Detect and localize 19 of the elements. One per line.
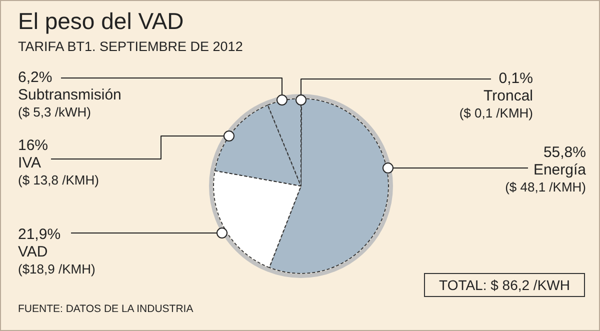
source-note: FUENTE: DATOS DE LA INDUSTRIA: [18, 303, 194, 315]
data-label: 6,2%: [18, 69, 52, 86]
data-label: 55,8%: [543, 144, 586, 162]
data-label: 0,1%: [498, 70, 533, 88]
chart-title: El peso del VAD: [18, 8, 184, 35]
text: ($ 0,1 /KMH): [459, 106, 533, 121]
slice-label: IVA: [18, 154, 42, 172]
slice-label: VAD: [18, 244, 48, 261]
chart-subtitle: TARIFA BT1. SEPTIEMBRE DE 2012: [18, 39, 243, 54]
slice-label: Troncal: [484, 88, 533, 105]
data-label: 21,9%: [18, 226, 61, 244]
text: ($ 5,3 /kWH): [18, 104, 91, 120]
text: ($ 13,8 /KMH): [18, 172, 99, 188]
slice-label: Subtransmisión: [18, 86, 122, 104]
text: ($18,9 /KMH): [18, 262, 96, 277]
slice-label: Energía: [533, 162, 587, 179]
text: ($ 48,1 /KMH): [505, 180, 586, 195]
text: TOTAL: $ 86,2 /KWH: [424, 273, 585, 297]
data-label: 16%: [18, 137, 48, 154]
